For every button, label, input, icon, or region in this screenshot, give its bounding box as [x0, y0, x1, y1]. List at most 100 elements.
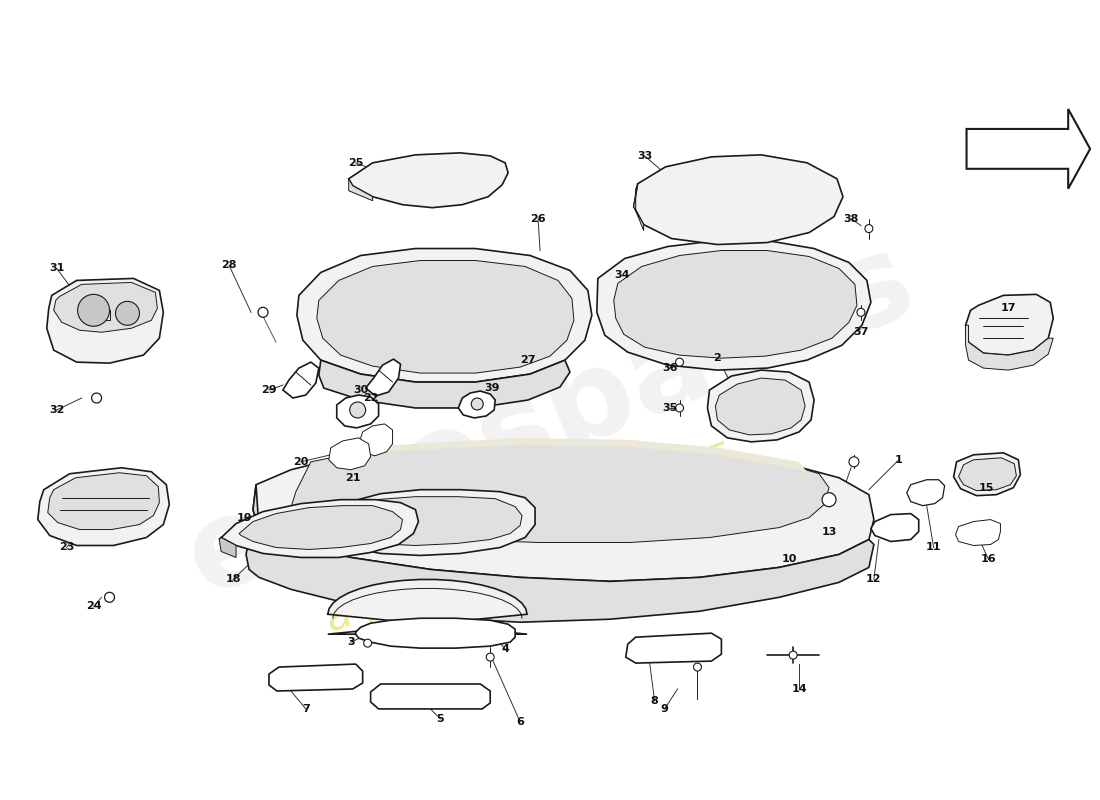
- Circle shape: [258, 307, 268, 318]
- Polygon shape: [371, 684, 491, 709]
- Text: 9: 9: [661, 704, 669, 714]
- Circle shape: [364, 639, 372, 647]
- Circle shape: [865, 225, 873, 233]
- Text: 32: 32: [50, 405, 65, 415]
- Polygon shape: [459, 391, 495, 418]
- Circle shape: [486, 653, 494, 661]
- Text: 14: 14: [791, 684, 807, 694]
- Polygon shape: [365, 359, 400, 396]
- Text: 30: 30: [353, 385, 369, 395]
- Text: 25: 25: [348, 158, 363, 168]
- Circle shape: [849, 457, 859, 466]
- Text: 21: 21: [345, 473, 361, 482]
- Text: 39: 39: [484, 383, 500, 393]
- Polygon shape: [54, 282, 157, 332]
- Polygon shape: [871, 514, 918, 542]
- Text: 22: 22: [363, 393, 378, 403]
- Polygon shape: [967, 109, 1090, 189]
- Circle shape: [789, 651, 797, 659]
- Polygon shape: [253, 440, 873, 582]
- Text: 7: 7: [302, 704, 310, 714]
- Polygon shape: [239, 506, 403, 550]
- Circle shape: [693, 663, 702, 671]
- Polygon shape: [614, 250, 857, 358]
- Text: 3: 3: [346, 637, 354, 647]
- Text: 34: 34: [614, 270, 629, 281]
- Polygon shape: [219, 500, 418, 558]
- Polygon shape: [966, 326, 1053, 370]
- Circle shape: [857, 308, 865, 316]
- Text: 1: 1: [895, 454, 903, 465]
- Polygon shape: [328, 579, 527, 634]
- Polygon shape: [47, 473, 160, 530]
- Text: 23: 23: [59, 542, 75, 553]
- Polygon shape: [634, 184, 643, 230]
- Text: 13: 13: [822, 526, 837, 537]
- Polygon shape: [290, 440, 829, 542]
- Polygon shape: [37, 468, 169, 546]
- Polygon shape: [47, 278, 163, 363]
- Text: 27: 27: [520, 355, 536, 365]
- Text: 15: 15: [979, 482, 994, 493]
- Text: eurospares: eurospares: [169, 221, 931, 619]
- Text: 2: 2: [714, 353, 722, 363]
- Circle shape: [822, 493, 836, 506]
- Polygon shape: [270, 664, 363, 691]
- Text: 33: 33: [637, 151, 652, 161]
- Polygon shape: [336, 497, 522, 546]
- Text: 10: 10: [781, 554, 796, 565]
- Polygon shape: [355, 618, 515, 648]
- Polygon shape: [715, 378, 805, 435]
- Text: 26: 26: [530, 214, 546, 224]
- Text: 29: 29: [261, 385, 277, 395]
- Polygon shape: [954, 453, 1021, 496]
- Polygon shape: [219, 538, 236, 558]
- Polygon shape: [626, 633, 722, 663]
- Polygon shape: [349, 178, 373, 201]
- Text: 28: 28: [221, 261, 236, 270]
- Circle shape: [116, 302, 140, 326]
- Circle shape: [350, 402, 365, 418]
- Polygon shape: [283, 362, 319, 398]
- Circle shape: [91, 393, 101, 403]
- Polygon shape: [966, 294, 1053, 355]
- Text: 5: 5: [437, 714, 444, 724]
- Text: 6: 6: [516, 717, 524, 727]
- Polygon shape: [707, 370, 814, 442]
- Text: a passion since 1985: a passion since 1985: [319, 438, 741, 641]
- Text: 16: 16: [981, 554, 997, 565]
- Circle shape: [104, 592, 114, 602]
- Text: 35: 35: [662, 403, 678, 413]
- Circle shape: [675, 358, 683, 366]
- Polygon shape: [634, 155, 843, 245]
- Circle shape: [78, 294, 110, 326]
- Polygon shape: [337, 395, 378, 428]
- Polygon shape: [381, 438, 810, 474]
- Polygon shape: [359, 424, 393, 456]
- Text: 36: 36: [662, 363, 678, 373]
- Text: 38: 38: [844, 214, 859, 224]
- Text: 19: 19: [236, 513, 252, 522]
- Polygon shape: [956, 519, 1000, 546]
- Text: 8: 8: [651, 696, 659, 706]
- Polygon shape: [958, 458, 1016, 490]
- Text: 18: 18: [226, 574, 241, 584]
- Polygon shape: [317, 261, 574, 373]
- Text: 4: 4: [502, 644, 509, 654]
- Circle shape: [675, 404, 683, 412]
- Text: 20: 20: [294, 457, 309, 466]
- Circle shape: [471, 398, 483, 410]
- Text: 24: 24: [86, 602, 101, 611]
- Polygon shape: [329, 438, 371, 470]
- Polygon shape: [319, 360, 570, 408]
- Text: 17: 17: [1001, 303, 1016, 314]
- Text: 12: 12: [866, 574, 881, 584]
- Polygon shape: [597, 241, 871, 370]
- Polygon shape: [906, 480, 945, 506]
- Text: 31: 31: [50, 263, 65, 274]
- Polygon shape: [349, 153, 508, 208]
- Polygon shape: [297, 249, 592, 382]
- Text: 37: 37: [854, 327, 869, 338]
- Polygon shape: [246, 485, 873, 622]
- Polygon shape: [321, 490, 535, 555]
